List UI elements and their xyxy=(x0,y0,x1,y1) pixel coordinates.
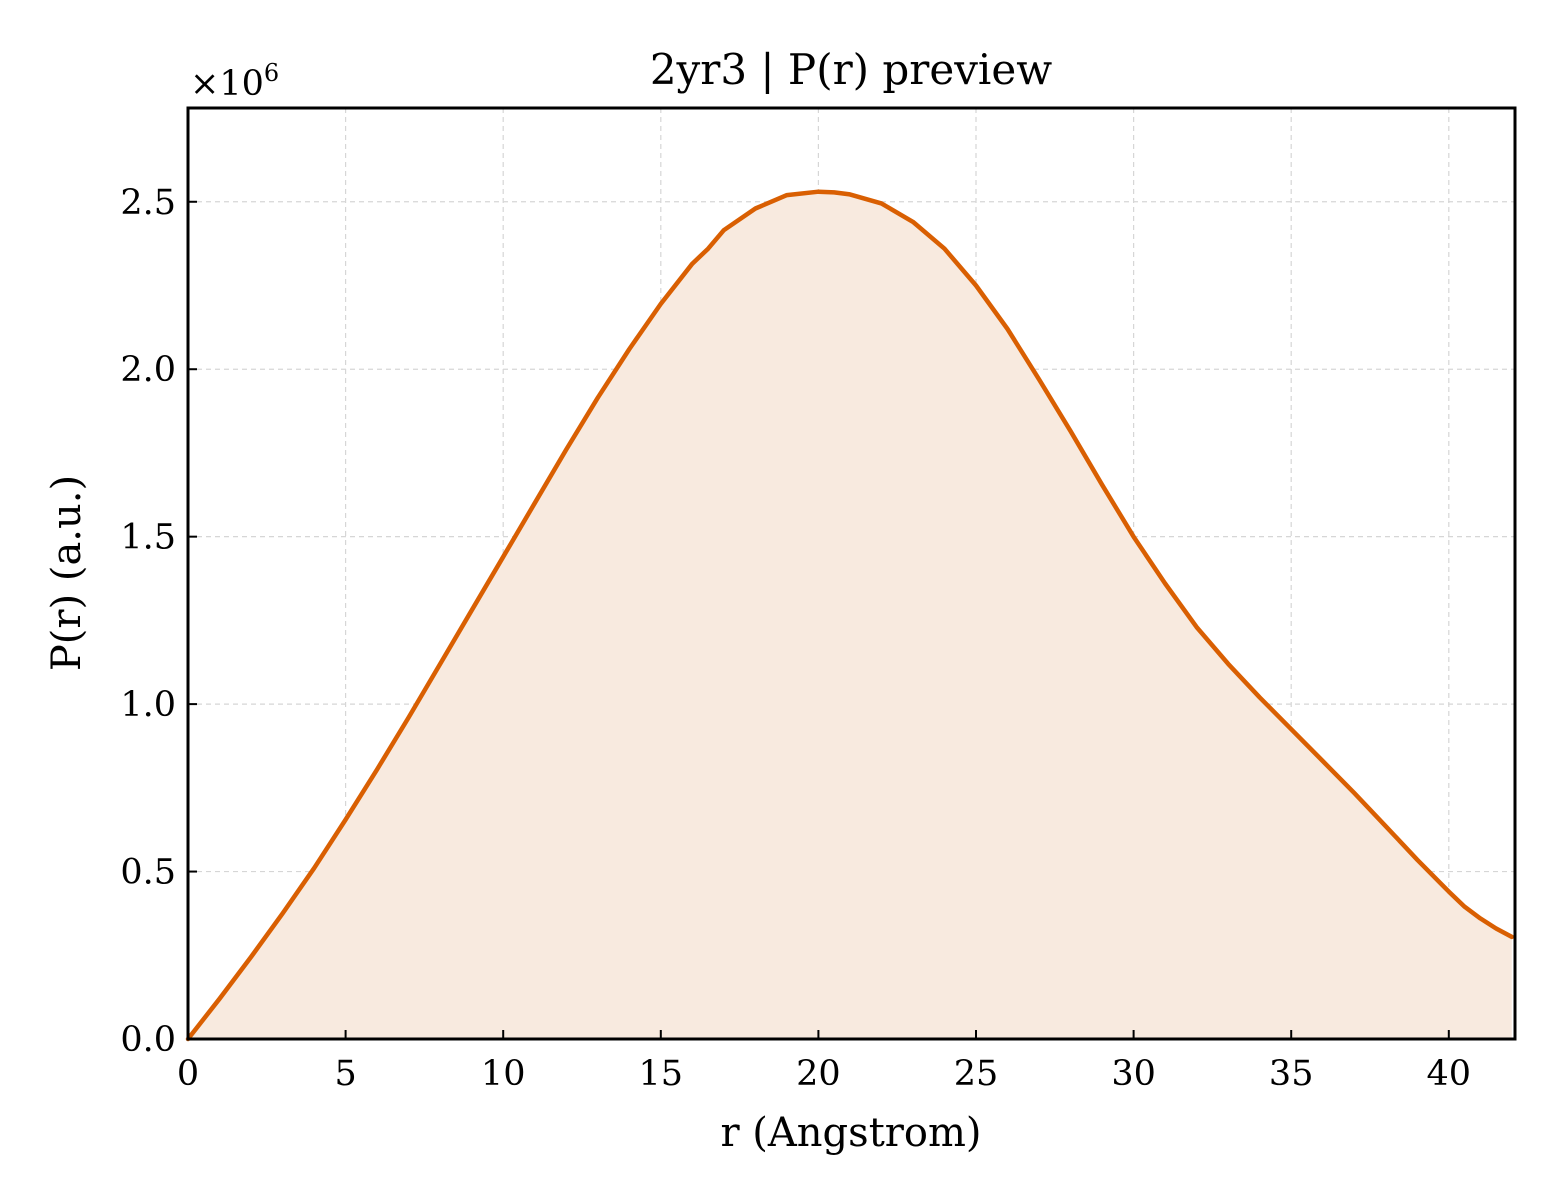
y-scale-factor-exponent: 6 xyxy=(264,59,279,87)
x-tick-label: 25 xyxy=(954,1054,999,1094)
x-tick-label: 0 xyxy=(177,1054,199,1094)
x-tick-label: 35 xyxy=(1269,1054,1314,1094)
y-tick-label: 1.5 xyxy=(120,518,176,558)
x-tick-label: 15 xyxy=(639,1054,684,1094)
y-tick-label: 2.5 xyxy=(120,183,176,223)
x-tick-label: 5 xyxy=(334,1054,356,1094)
x-tick-label: 30 xyxy=(1111,1054,1156,1094)
plot-frame xyxy=(186,106,1517,1041)
plot-area xyxy=(185,189,1515,1042)
x-tick-label: 20 xyxy=(796,1054,841,1094)
y-tick-label: 0.5 xyxy=(120,853,176,893)
series-fill xyxy=(188,191,1512,1039)
series-line xyxy=(185,189,1515,1042)
x-tick-label: 10 xyxy=(481,1054,526,1094)
axis-ticks: 0 5 10 15 20 25 30 35 40 0.0 0.5 1.0 1.5 2.0 2.5 xyxy=(120,183,1471,1094)
x-axis-title: r (Angstrom) xyxy=(720,1110,981,1156)
chart-title: 2yr3 | P(r) preview xyxy=(650,45,1052,94)
y-scale-factor-base: ×10 xyxy=(190,64,264,104)
y-tick-label: 1.0 xyxy=(120,685,176,725)
y-axis-title: P(r) (a.u.) xyxy=(44,475,90,671)
x-tick-label: 40 xyxy=(1427,1054,1472,1094)
y-tick-label: 0.0 xyxy=(120,1020,176,1060)
y-scale-factor: ×106 xyxy=(190,59,279,104)
y-tick-label: 2.0 xyxy=(120,350,176,390)
